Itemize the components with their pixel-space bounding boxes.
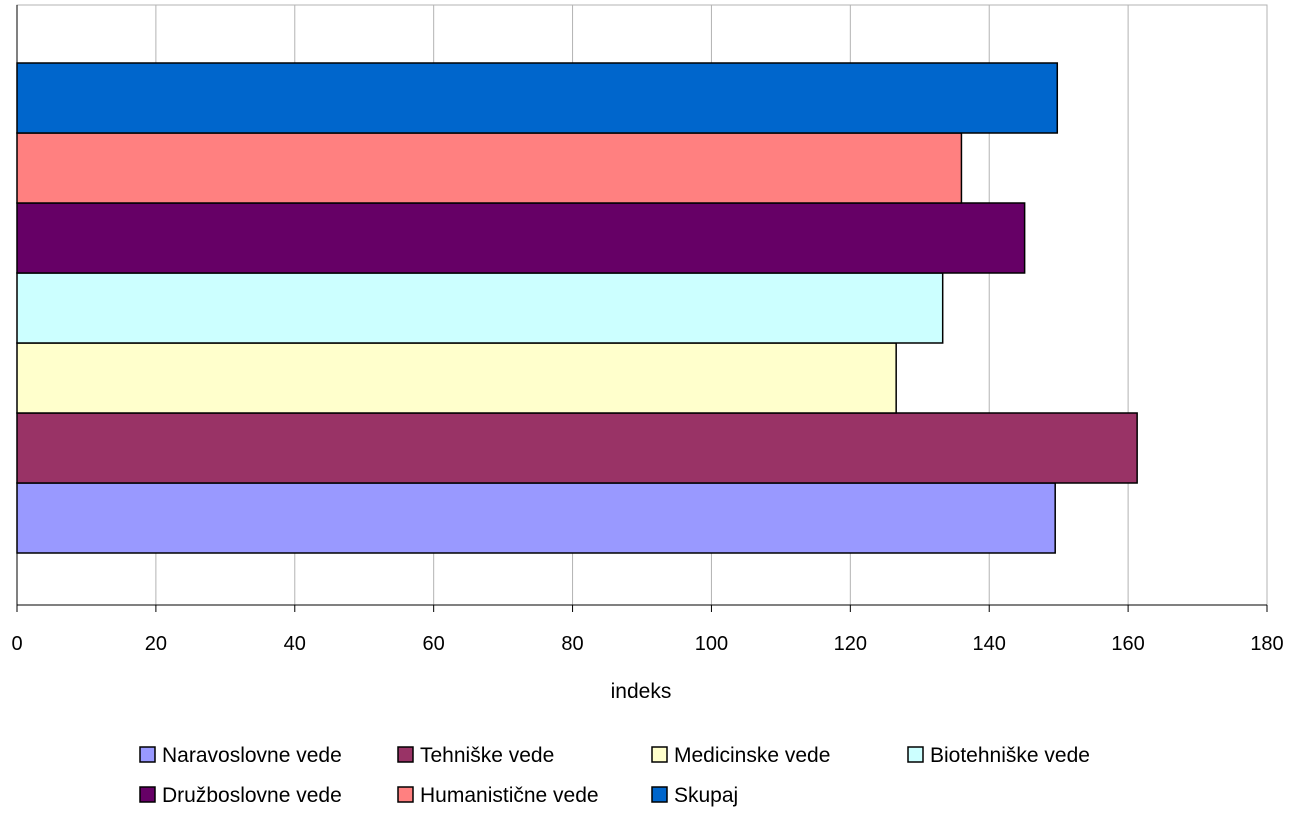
bar-biotehni-ke-vede	[16, 272, 944, 344]
x-axis-title: indeks	[611, 680, 672, 703]
bar-medicinske-vede	[16, 342, 897, 414]
legend-item: Medicinske vede	[651, 744, 830, 767]
legend-label: Biotehniške vede	[930, 744, 1090, 767]
x-tick-label: 140	[973, 633, 1006, 655]
bar-humanisti-ne-vede	[16, 132, 963, 204]
legend-label: Skupaj	[674, 784, 738, 807]
legend-label: Tehniške vede	[420, 744, 554, 767]
x-tick-label: 180	[1250, 633, 1283, 655]
legend-item: Družboslovne vede	[139, 784, 342, 807]
x-tick-label: 20	[145, 633, 167, 655]
x-tick-label: 120	[834, 633, 867, 655]
x-tick-label: 40	[284, 633, 306, 655]
x-tick-label: 80	[561, 633, 583, 655]
bar-skupaj	[16, 62, 1059, 134]
x-tick-label: 100	[695, 633, 728, 655]
x-tick-label: 60	[423, 633, 445, 655]
legend-item: Biotehniške vede	[907, 744, 1090, 767]
bar-dru-boslovne-vede	[16, 202, 1026, 274]
legend-swatch	[907, 746, 924, 763]
legend-label: Humanistične vede	[420, 784, 599, 807]
bar-tehni-ke-vede	[16, 412, 1138, 484]
legend-swatch	[397, 786, 414, 803]
legend-item: Humanistične vede	[397, 784, 599, 807]
legend-item: Naravoslovne vede	[139, 744, 342, 767]
legend-swatch	[651, 746, 668, 763]
legend-label: Naravoslovne vede	[162, 744, 342, 767]
legend-label: Družboslovne vede	[162, 784, 342, 807]
legend-label: Medicinske vede	[674, 744, 830, 767]
legend-swatch	[139, 786, 156, 803]
x-tick-label: 0	[11, 633, 22, 655]
legend-item: Tehniške vede	[397, 744, 554, 767]
legend-item: Skupaj	[651, 784, 738, 807]
bar-naravoslovne-vede	[16, 482, 1056, 554]
legend-swatch	[397, 746, 414, 763]
x-tick-label: 160	[1111, 633, 1144, 655]
legend-swatch	[139, 746, 156, 763]
legend-swatch	[651, 786, 668, 803]
